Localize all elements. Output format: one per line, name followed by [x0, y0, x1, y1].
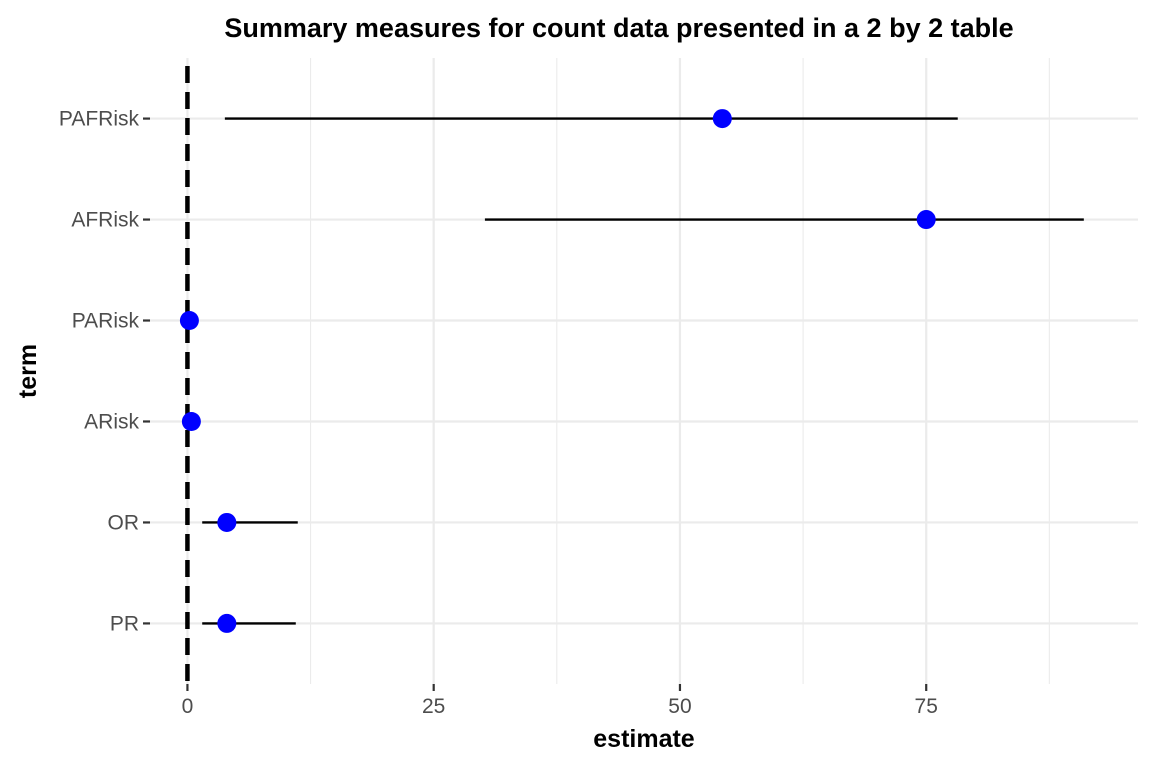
point-group: [179, 109, 936, 633]
estimate-point: [181, 411, 201, 431]
grid: [150, 58, 1138, 684]
y-tick-label: PARisk: [72, 310, 140, 333]
y-tick-label: ARisk: [84, 410, 139, 433]
y-axis: PAFRisk AFRisk PARisk ARisk OR PR: [59, 108, 150, 635]
interval-group: [187, 117, 1084, 625]
x-tick-label: 75: [915, 695, 938, 718]
y-axis-title: term: [14, 344, 42, 398]
x-axis-title: estimate: [593, 725, 695, 753]
estimate-point: [217, 613, 237, 633]
x-tick-label: 0: [182, 695, 194, 718]
x-axis: 0 25 50 75: [182, 684, 938, 718]
y-tick-label: PAFRisk: [59, 108, 140, 131]
y-tick-label: OR: [108, 511, 140, 534]
chart-title: Summary measures for count data presente…: [224, 13, 1013, 43]
y-tick-label: PR: [110, 612, 139, 635]
estimate-point: [179, 311, 199, 331]
estimate-point: [916, 210, 936, 230]
x-tick-label: 25: [422, 695, 445, 718]
x-tick-label: 50: [668, 695, 691, 718]
y-tick-label: AFRisk: [71, 209, 139, 232]
estimate-point: [712, 109, 732, 129]
estimate-point: [217, 512, 237, 532]
